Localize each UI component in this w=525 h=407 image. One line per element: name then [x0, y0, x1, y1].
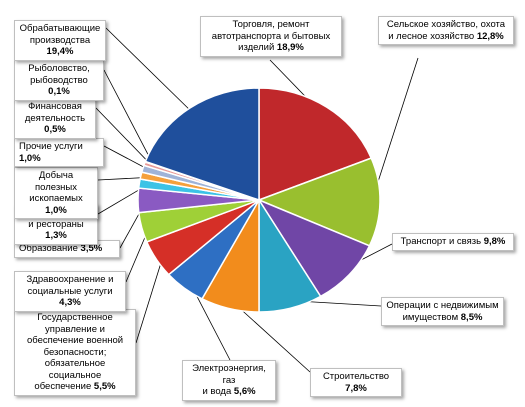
callout-value: 0,1%	[48, 86, 70, 97]
callout-value: 5,5%	[93, 381, 116, 392]
callout-line: автотранспорта и бытовых	[211, 30, 331, 42]
callout-value: 7,8%	[345, 382, 367, 394]
callout-line: Добыча полезных	[34, 170, 78, 193]
callout-line: и лесное хозяйство 12,8%	[383, 31, 509, 43]
callout-label: Строительство	[322, 371, 390, 382]
callout-fishing: Рыболовство, рыбоводство 0,1%	[14, 60, 104, 101]
callout-real-estate: Операции с недвижимым имуществом 8,5%	[381, 297, 504, 326]
callout-value: 1,0%	[45, 204, 67, 216]
callout-line: Образование 3,5%	[19, 243, 115, 255]
callout-label: имуществом	[402, 311, 461, 323]
callout-value: 4,3%	[59, 297, 81, 308]
callout-value: 1,3%	[45, 230, 67, 241]
pie-slice	[144, 87, 260, 202]
callout-trade: Торговля, ремонт автотранспорта и бытовых…	[200, 16, 342, 57]
callout-line: Прочие услуги 1,0%	[19, 141, 99, 164]
callout-label: и лесное хозяйство	[388, 30, 477, 42]
callout-value: 5,6%	[233, 386, 256, 397]
leader-line	[371, 57, 419, 203]
callout-label: обеспечение	[34, 381, 94, 392]
callout-line: рыбоводство 0,1%	[19, 75, 99, 98]
callout-value: 12,8%	[476, 30, 504, 42]
callout-line: и вода 5,6%	[187, 386, 271, 398]
callout-value: 1,0%	[19, 152, 41, 164]
callout-value: 8,5%	[460, 311, 483, 323]
callout-line: изделий 18,9%	[205, 42, 337, 54]
callout-label: Прочие услуги	[19, 141, 83, 152]
callout-label: рыбоводство	[30, 74, 88, 86]
leader-line	[105, 27, 195, 115]
pie-slices	[137, 87, 381, 313]
callout-construction: Строительство 7,8%	[310, 368, 402, 397]
callout-line: обеспечение военной	[26, 335, 124, 346]
callout-health: Здравоохранение и социальные услуги 4,3%	[14, 271, 126, 312]
callout-line: Финансовая	[28, 101, 82, 112]
callout-line: ископаемых 1,0%	[19, 193, 93, 216]
callout-label: изделий	[238, 42, 277, 53]
callout-transport: Транспорт и связь 9,8%	[392, 233, 514, 251]
callout-line: обязательное социальное	[44, 358, 106, 381]
pie-slice	[258, 87, 373, 202]
callout-line: безопасности;	[43, 346, 107, 358]
callout-line: Здравоохранение и	[26, 274, 114, 285]
leader-line	[95, 107, 153, 167]
callout-value: 19,4%	[46, 46, 74, 57]
callout-line: Электроэнергия, газ	[192, 363, 266, 386]
callout-finance: Финансовая деятельность 0,5%	[14, 98, 96, 139]
callout-line: и рестораны 1,3%	[19, 219, 93, 242]
callout-line: имуществом 8,5%	[386, 312, 499, 324]
callout-label: и рестораны	[28, 218, 84, 230]
callout-line: деятельность 0,5%	[19, 113, 91, 136]
leader-line	[135, 254, 164, 344]
callout-manufacturing: Обрабатывающие производства 19,4%	[14, 20, 106, 61]
callout-label: Транспорт и связь	[400, 236, 484, 247]
callout-line: Строительство 7,8%	[315, 371, 397, 394]
callout-line: Торговля, ремонт	[232, 19, 310, 30]
pie-slice	[257, 198, 371, 298]
callout-line: Рыболовство,	[28, 63, 90, 74]
callout-energy: Электроэнергия, газ и вода 5,6%	[182, 360, 276, 401]
leader-line	[103, 69, 154, 165]
callout-line: Операции с недвижимым	[386, 300, 499, 311]
callout-line: Обрабатывающие	[19, 23, 101, 34]
callout-line: Транспорт и связь 9,8%	[397, 236, 509, 248]
callout-line: управление и	[45, 323, 105, 335]
callout-value: 3,5%	[80, 243, 103, 254]
callout-label: производства	[29, 34, 91, 46]
callout-line: производства 19,4%	[19, 35, 101, 58]
callout-line: Государственное	[37, 312, 113, 323]
callout-label: ископаемых	[29, 193, 83, 204]
callout-government: Государственное управление и обеспечение в…	[14, 309, 136, 396]
callout-mining: Добыча полезных ископаемых 1,0%	[14, 167, 98, 219]
leader-line	[231, 300, 311, 373]
callout-line: социальные услуги 4,3%	[19, 286, 121, 309]
callout-label: социальные услуги	[27, 285, 113, 297]
callout-line: Сельское хозяйство, охота	[386, 19, 506, 30]
callout-label: и вода	[202, 386, 234, 397]
callout-other-services: Прочие услуги 1,0%	[14, 138, 104, 167]
callout-label: Образование	[19, 243, 81, 254]
callout-label: деятельность	[24, 112, 86, 124]
callout-line: обеспечение 5,5%	[19, 381, 131, 393]
callout-value: 18,9%	[276, 42, 304, 53]
callout-agriculture: Сельское хозяйство, охота и лесное хозяйс…	[378, 16, 514, 45]
pie-slice	[256, 157, 381, 247]
callout-value: 0,5%	[44, 124, 66, 135]
callout-value: 9,8%	[483, 236, 506, 247]
